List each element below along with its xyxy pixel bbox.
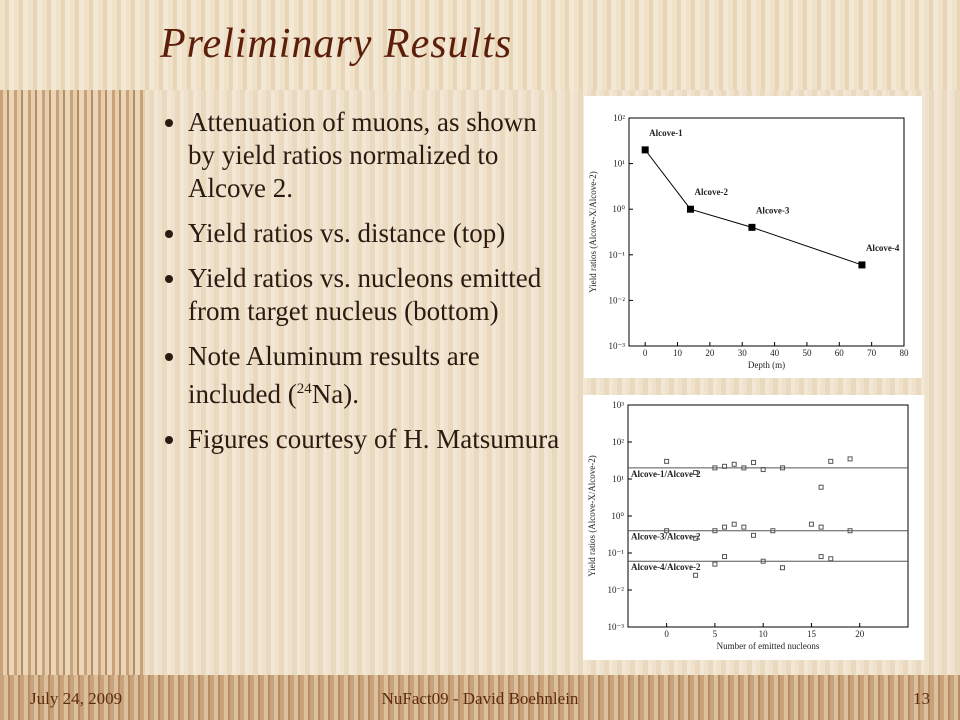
data-point bbox=[847, 456, 853, 462]
data-point bbox=[712, 528, 718, 534]
data-point bbox=[693, 572, 699, 578]
data-point bbox=[779, 565, 785, 571]
data-point bbox=[686, 205, 694, 213]
data-point bbox=[760, 558, 766, 564]
y-tick-label: 10² bbox=[613, 113, 625, 123]
data-point bbox=[828, 458, 834, 464]
data-point bbox=[751, 459, 757, 465]
bullet-text: Note Aluminum results are included ( bbox=[188, 341, 480, 409]
x-tick-label: 70 bbox=[867, 348, 877, 358]
x-tick-label: 40 bbox=[770, 348, 780, 358]
data-point bbox=[818, 484, 824, 490]
footer-date: July 24, 2009 bbox=[30, 689, 123, 708]
data-point bbox=[818, 554, 824, 560]
data-point bbox=[770, 528, 776, 534]
bullet: Yield ratios vs. nucleons emitted from t… bbox=[188, 262, 568, 328]
data-point bbox=[664, 458, 670, 464]
y-tick-label: 10⁻¹ bbox=[609, 250, 626, 260]
figure-bottom: 0 5 10 15 20 10³ 10² 10¹ 10⁰ 10⁻¹ 10⁻² 10⁻³ Number o… bbox=[583, 395, 924, 660]
bullet-list: Attenuation of muons, as shown by yield … bbox=[158, 106, 568, 468]
bullet-text: Figures courtesy of H. Matsumura bbox=[188, 424, 560, 454]
x-tick-label: 80 bbox=[900, 348, 910, 358]
y-tick-label: 10⁻² bbox=[609, 295, 626, 305]
data-point bbox=[731, 521, 737, 527]
x-tick-label: 0 bbox=[643, 348, 648, 358]
x-tick-label: 10 bbox=[759, 629, 769, 639]
y-tick-label: 10⁻³ bbox=[608, 622, 625, 632]
data-point bbox=[712, 465, 718, 471]
plot-frame bbox=[627, 404, 909, 628]
data-point bbox=[751, 532, 757, 538]
y-tick-label: 10⁻² bbox=[608, 585, 625, 595]
x-tick-label: 50 bbox=[802, 348, 812, 358]
data-point bbox=[722, 554, 728, 560]
x-tick-label: 15 bbox=[807, 629, 817, 639]
bullet-text: Yield ratios vs. nucleons emitted from t… bbox=[188, 263, 542, 326]
bullet: Yield ratios vs. distance (top) bbox=[188, 217, 568, 250]
y-axis-label: Yield ratios (Alcove-X/Alcove-2) bbox=[588, 171, 598, 292]
data-point bbox=[828, 556, 834, 562]
bullet-text: Attenuation of muons, as shown by yield … bbox=[188, 107, 537, 203]
data-point bbox=[712, 561, 718, 567]
page-number: 13 bbox=[913, 689, 930, 708]
figure-top: 0 10 20 30 40 50 60 70 80 10² 10¹ 10⁰ 10⁻¹ 10⁻² 10⁻³ De… bbox=[584, 96, 922, 378]
x-tick-label: 60 bbox=[835, 348, 845, 358]
data-point bbox=[741, 465, 747, 471]
data-point bbox=[779, 465, 785, 471]
y-tick-label: 10¹ bbox=[612, 474, 624, 484]
data-point bbox=[748, 223, 756, 231]
data-point bbox=[760, 467, 766, 473]
data-point bbox=[722, 463, 728, 469]
bullet: Attenuation of muons, as shown by yield … bbox=[188, 106, 568, 205]
slide-title: Preliminary Results bbox=[160, 21, 513, 67]
footer: July 24, 2009 NuFact09 - David Boehnlein… bbox=[0, 675, 960, 720]
data-line bbox=[644, 149, 863, 266]
data-point bbox=[818, 524, 824, 530]
bullet: Figures courtesy of H. Matsumura bbox=[188, 423, 568, 456]
point-label: Alcove-3 bbox=[756, 205, 790, 215]
x-tick-label: 20 bbox=[855, 629, 865, 639]
y-tick-label: 10² bbox=[612, 437, 624, 447]
data-point bbox=[741, 524, 747, 530]
x-tick-label: 10 bbox=[673, 348, 683, 358]
x-tick-label: 30 bbox=[738, 348, 748, 358]
data-point bbox=[641, 146, 649, 154]
series-label: Alcove-4/Alcove-2 bbox=[631, 562, 701, 572]
y-tick-label: 10⁰ bbox=[612, 204, 625, 214]
series-label: Alcove-1/Alcove-2 bbox=[631, 469, 701, 479]
point-label: Alcove-2 bbox=[694, 187, 728, 197]
point-label: Alcove-4 bbox=[866, 243, 900, 253]
y-tick-label: 10⁻³ bbox=[609, 341, 626, 351]
bullet-text: Yield ratios vs. distance (top) bbox=[188, 218, 506, 248]
data-point bbox=[722, 524, 728, 530]
x-tick-label: 20 bbox=[705, 348, 715, 358]
y-tick-label: 10⁰ bbox=[611, 511, 624, 521]
plot-frame bbox=[628, 117, 905, 347]
y-tick-label: 10¹ bbox=[613, 159, 625, 169]
data-point bbox=[808, 521, 814, 527]
data-point bbox=[693, 469, 699, 475]
title-bar bbox=[0, 0, 960, 90]
x-axis-label: Depth (m) bbox=[748, 360, 785, 370]
x-tick-label: 5 bbox=[713, 629, 718, 639]
data-point bbox=[731, 461, 737, 467]
series-label: Alcove-3/Alcove-2 bbox=[631, 532, 701, 542]
y-tick-label: 10³ bbox=[612, 400, 624, 410]
bullet: Note Aluminum results are included (24Na… bbox=[188, 340, 568, 411]
data-point bbox=[847, 528, 853, 534]
y-tick-label: 10⁻¹ bbox=[608, 548, 625, 558]
x-tick-label: 0 bbox=[664, 629, 669, 639]
data-point bbox=[858, 261, 866, 269]
x-axis-label: Number of emitted nucleons bbox=[717, 641, 820, 651]
point-label: Alcove-1 bbox=[649, 128, 683, 138]
data-point bbox=[693, 535, 699, 541]
footer-center: NuFact09 - David Boehnlein bbox=[381, 689, 579, 708]
superscript: 24 bbox=[296, 381, 312, 397]
data-point bbox=[664, 528, 670, 534]
bullet-text: Na). bbox=[311, 379, 359, 409]
y-axis-label: Yield ratios (Alcove-X/Alcove-2) bbox=[587, 455, 597, 576]
